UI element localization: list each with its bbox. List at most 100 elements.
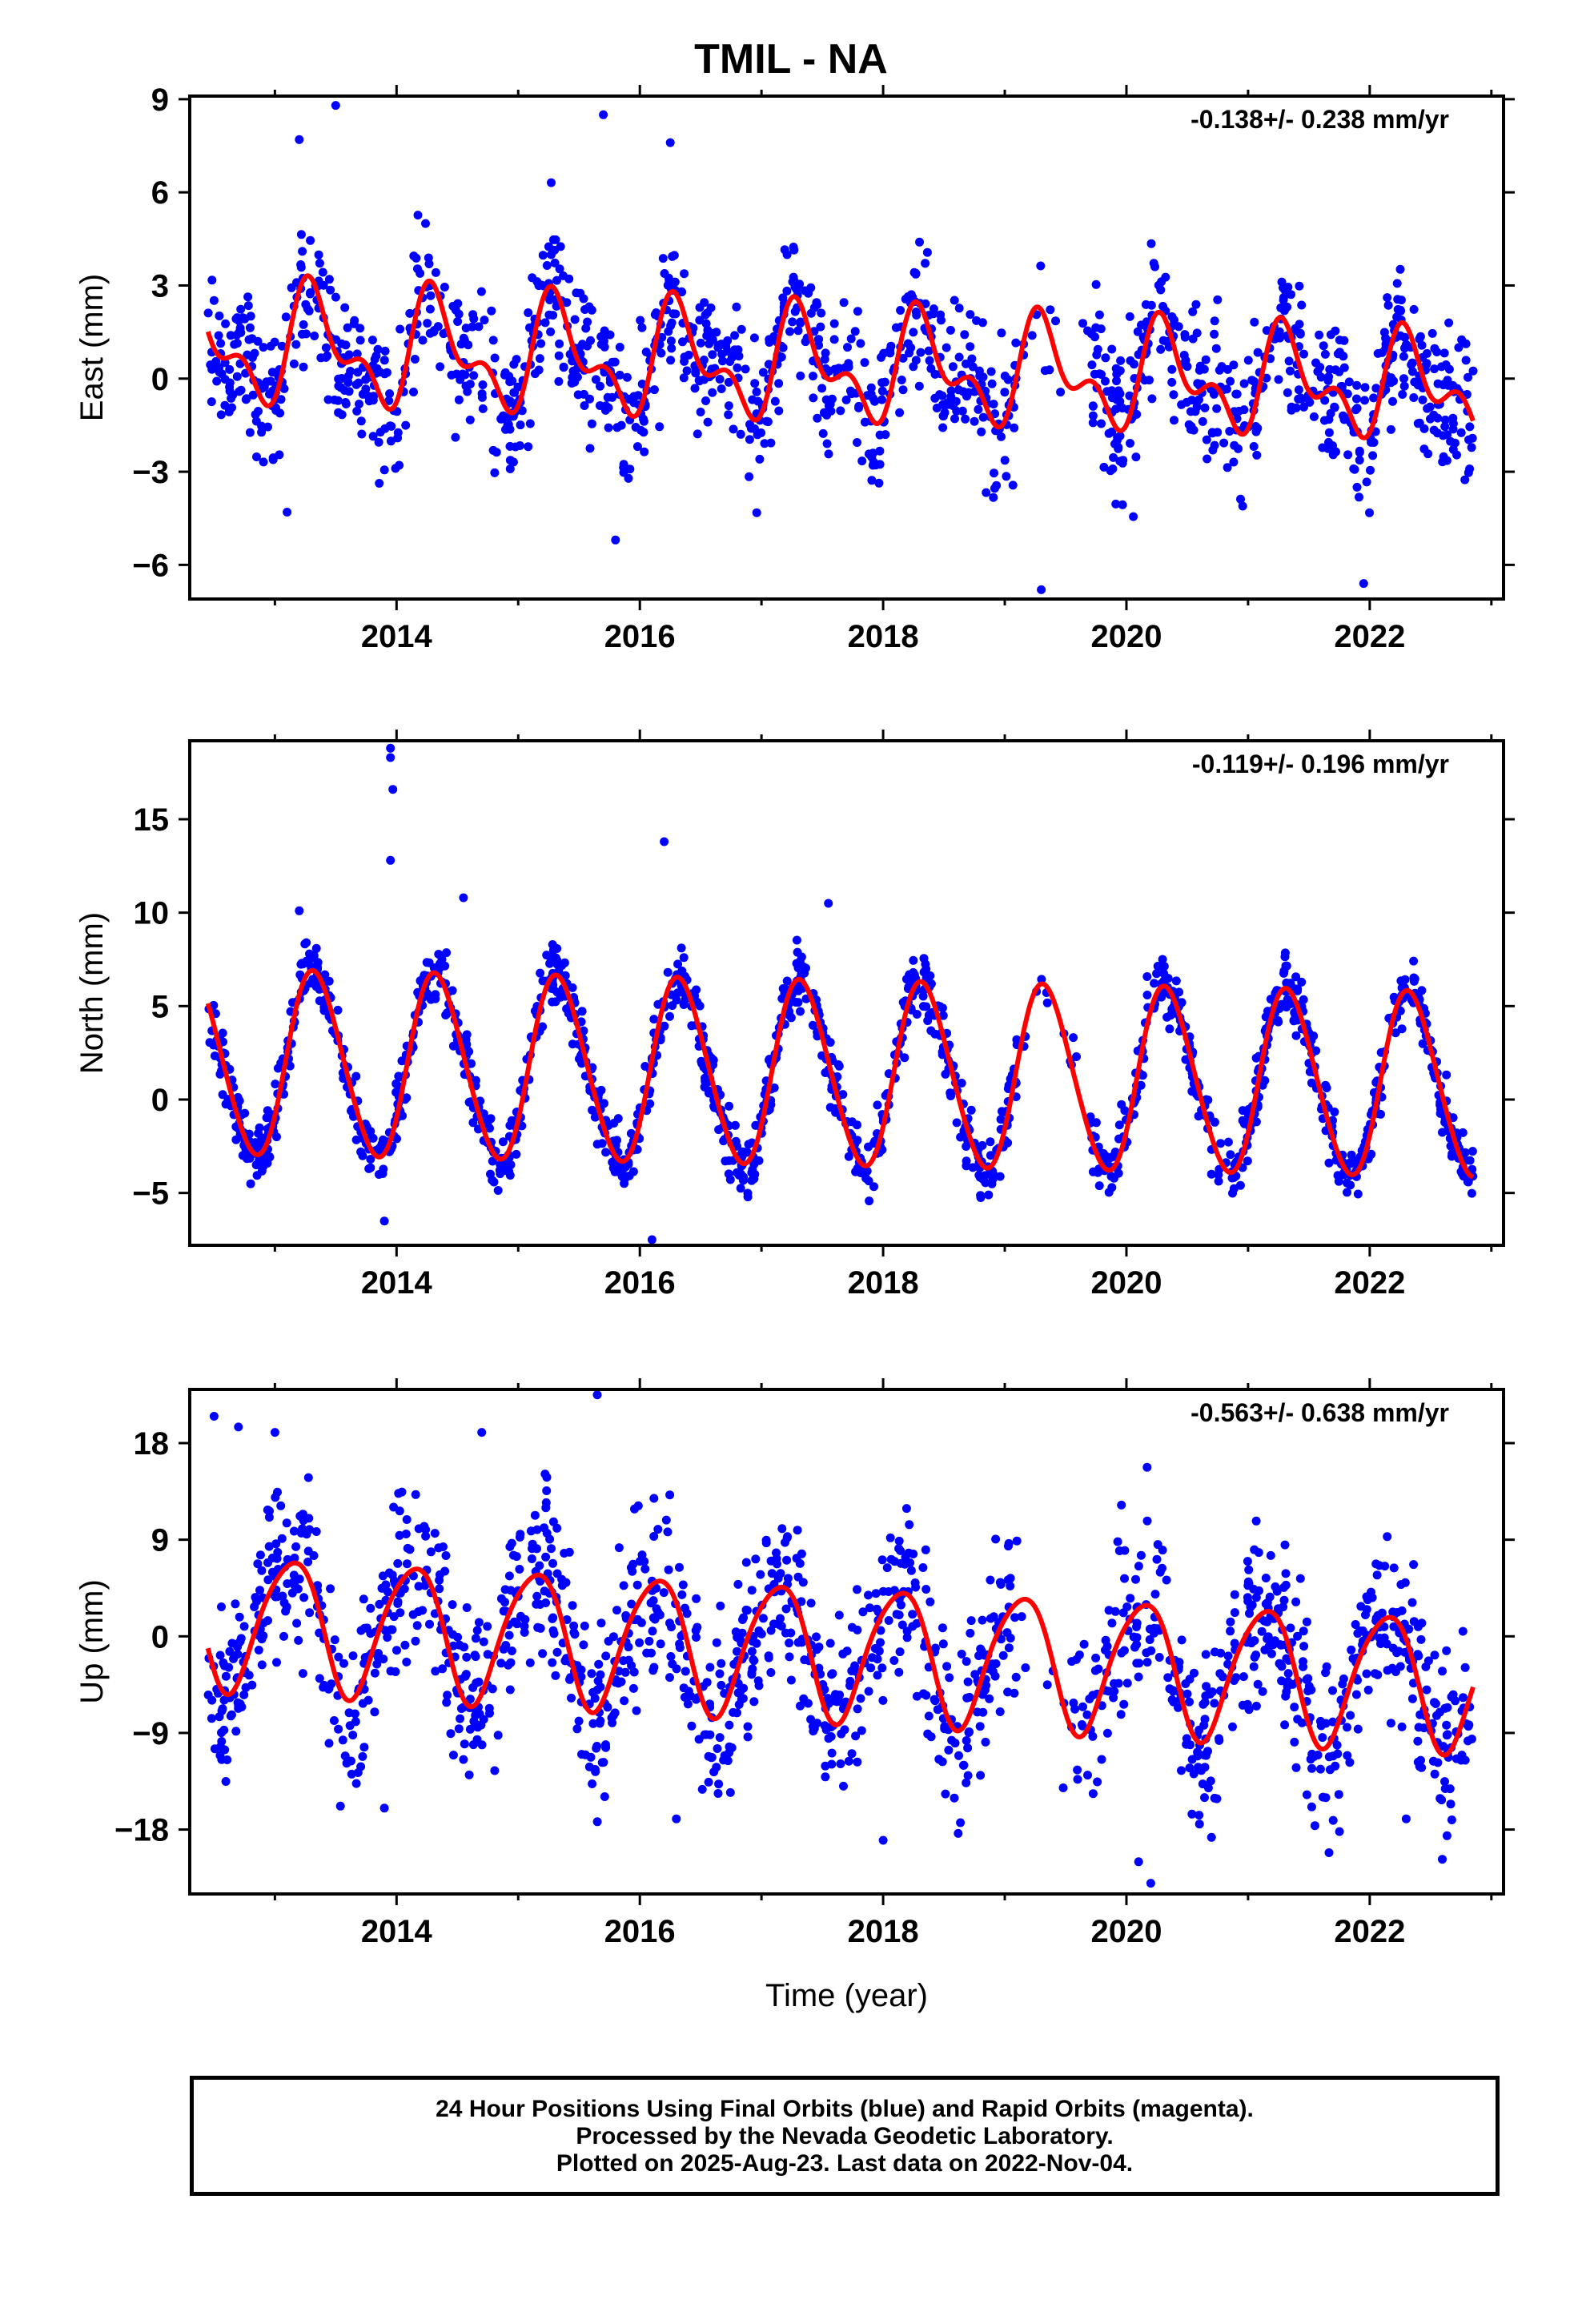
data-point [829, 335, 839, 344]
data-point [624, 473, 633, 483]
data-point [579, 389, 588, 399]
data-point [1355, 446, 1364, 456]
data-point [271, 1080, 280, 1089]
data-point [581, 324, 591, 333]
data-point [501, 1641, 511, 1650]
data-point [346, 367, 355, 376]
data-point [906, 343, 916, 352]
data-point [1215, 1735, 1224, 1745]
data-point [1430, 1698, 1439, 1707]
data-point [718, 356, 727, 366]
data-point [1291, 972, 1301, 982]
data-point [592, 1742, 602, 1751]
data-point [1000, 372, 1010, 380]
data-point [303, 1557, 313, 1566]
data-point [629, 392, 639, 401]
data-point [504, 1571, 514, 1581]
data-point [1253, 1679, 1263, 1689]
outlier-point [209, 1412, 219, 1421]
data-point [560, 971, 570, 980]
data-point [858, 1607, 868, 1617]
data-point [1299, 1642, 1309, 1651]
data-point [1131, 1574, 1140, 1584]
data-point [1091, 1653, 1101, 1663]
data-point [765, 335, 774, 344]
data-point [423, 319, 432, 328]
data-point [441, 1551, 451, 1560]
data-point [930, 1643, 940, 1653]
data-point [296, 230, 306, 239]
data-point [1265, 1592, 1275, 1602]
data-point [751, 1554, 761, 1564]
data-point [649, 1015, 659, 1024]
data-point [976, 1193, 986, 1202]
data-point [923, 1729, 933, 1739]
data-point [624, 1642, 633, 1652]
data-point [1407, 1694, 1417, 1703]
data-point [806, 1598, 816, 1608]
data-point [576, 1672, 586, 1682]
data-point [725, 1101, 734, 1111]
data-point [1295, 320, 1304, 329]
data-point [1433, 379, 1443, 388]
data-point [300, 939, 310, 949]
data-point [311, 982, 321, 991]
data-point [1142, 1658, 1152, 1667]
data-point [1407, 367, 1417, 376]
data-point [723, 347, 733, 356]
data-point [616, 1677, 626, 1687]
data-point [804, 288, 813, 298]
data-point [357, 429, 367, 439]
scatter-series-panel-3 [203, 1390, 1476, 1888]
data-point [1073, 1775, 1082, 1784]
data-point [431, 1667, 440, 1676]
data-point [796, 1701, 805, 1711]
outlier-point [660, 837, 669, 846]
data-point [684, 350, 693, 360]
data-point [479, 1637, 488, 1647]
data-point [747, 1647, 757, 1656]
data-point [374, 437, 383, 447]
data-point [1101, 1635, 1110, 1645]
data-point [758, 368, 768, 377]
data-point [364, 1164, 374, 1173]
data-point [853, 307, 862, 316]
data-point [1010, 423, 1019, 432]
data-point [1297, 977, 1307, 987]
data-point [824, 1734, 833, 1743]
data-point [232, 372, 242, 381]
data-point [660, 269, 669, 278]
x-tick-label: 2016 [604, 619, 676, 654]
data-point [1251, 1593, 1261, 1602]
caption-line-1: 24 Hour Positions Using Final Orbits (bl… [436, 2096, 1254, 2122]
data-point [974, 404, 983, 414]
data-point [411, 1490, 420, 1499]
data-point [889, 1656, 899, 1665]
data-point [290, 1554, 299, 1562]
data-point [381, 1580, 391, 1590]
data-point [758, 1614, 768, 1623]
data-point [1439, 348, 1449, 358]
data-point [1459, 1693, 1468, 1703]
data-point [416, 268, 425, 278]
data-point [330, 395, 339, 404]
data-point [596, 1618, 606, 1628]
data-point [665, 1490, 675, 1500]
data-point [422, 958, 432, 967]
data-point [733, 363, 742, 372]
data-point [207, 1714, 216, 1723]
data-point [321, 343, 331, 352]
data-point [997, 1634, 1006, 1644]
data-point [1366, 465, 1375, 475]
data-point [697, 1056, 706, 1066]
data-point [469, 371, 479, 380]
data-point [462, 1652, 472, 1662]
data-point [351, 1135, 361, 1144]
y-tick-label: 15 [134, 802, 170, 838]
data-point [1305, 397, 1315, 407]
data-point [542, 261, 552, 270]
y-tick-label: 3 [151, 268, 169, 304]
data-point [577, 1007, 587, 1016]
data-point [586, 336, 595, 345]
